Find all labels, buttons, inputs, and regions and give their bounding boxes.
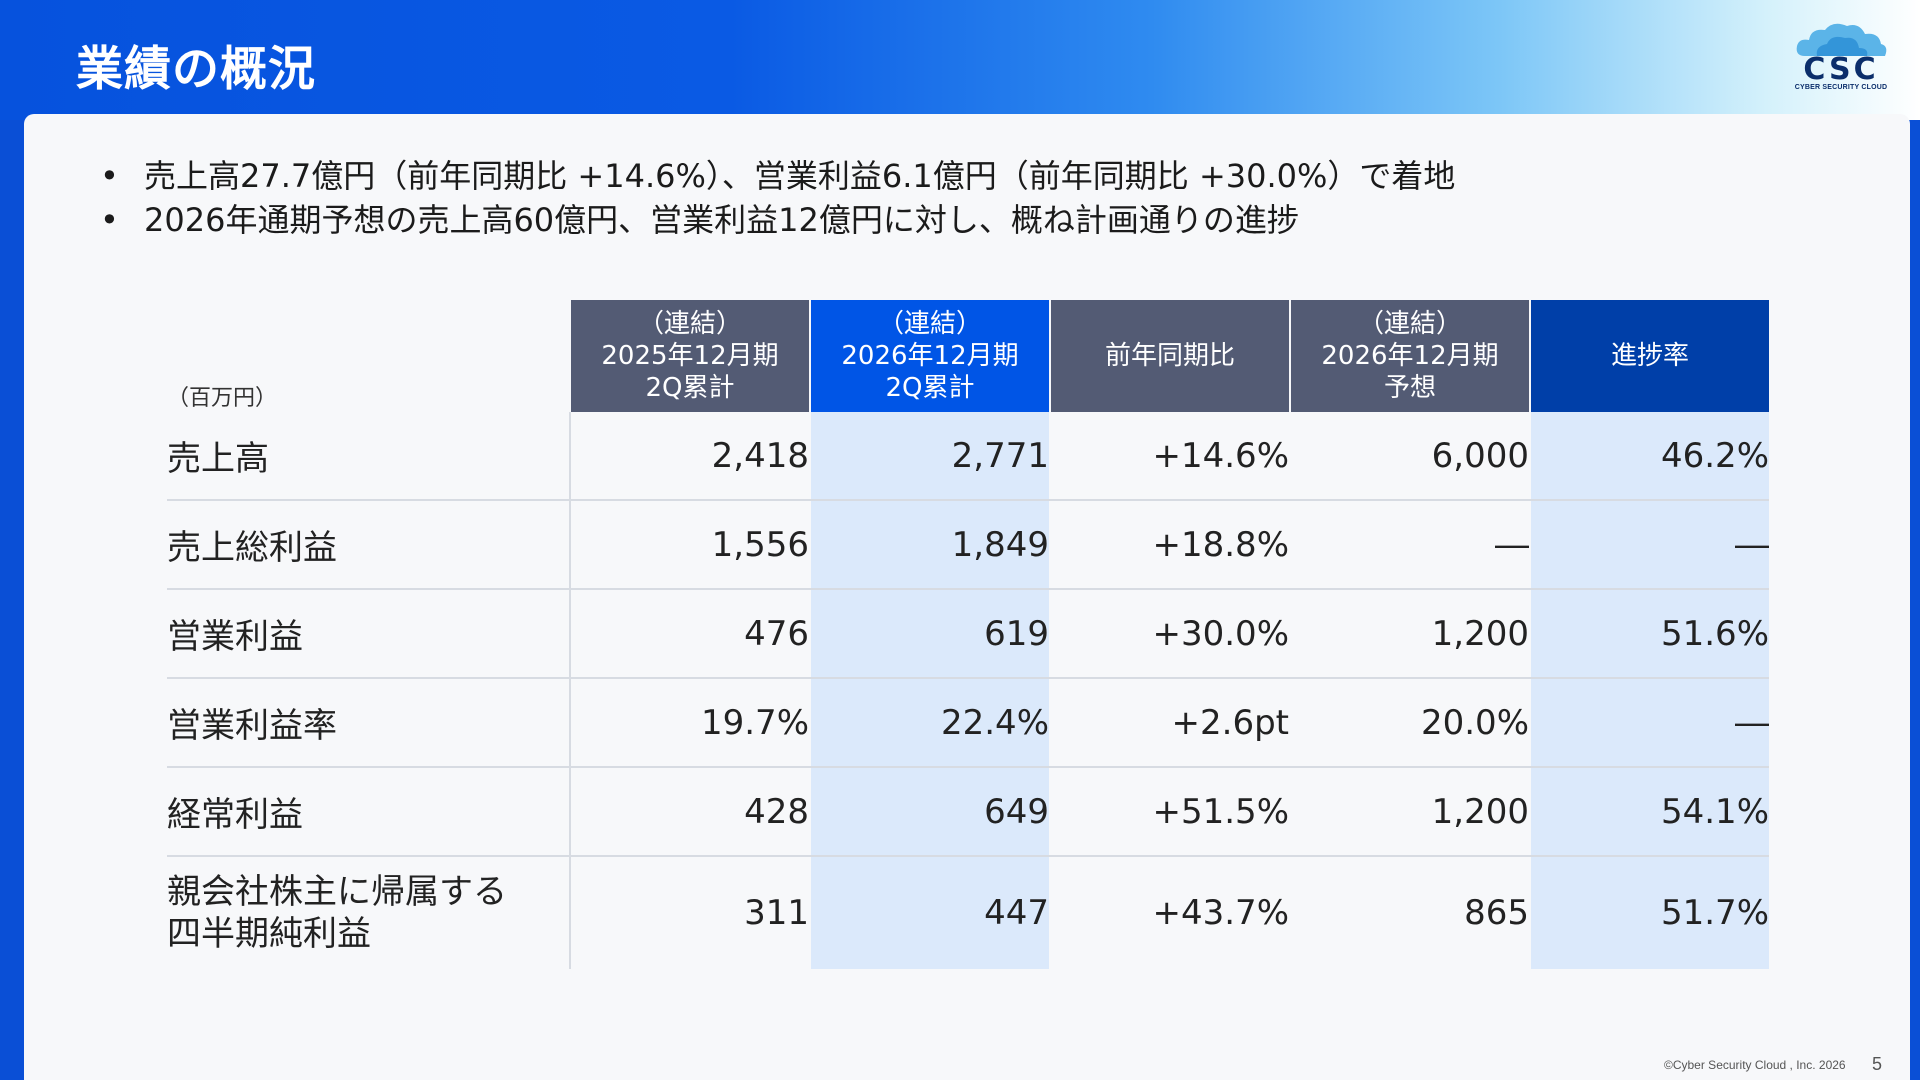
table-row: 営業利益率 19.7% 22.4% +2.6pt 20.0% ―: [167, 678, 1769, 768]
cell-curr: 649: [809, 767, 1050, 857]
cell-curr: 22.4%: [809, 678, 1050, 768]
cell-curr: 447: [809, 856, 1050, 969]
cloud-icon: [1796, 23, 1887, 56]
header-line: 進捗率: [1610, 341, 1689, 371]
bullet-marker: •: [100, 157, 119, 195]
cell-progress: ―: [1529, 678, 1769, 768]
header-line: （連結）: [877, 309, 982, 339]
logo-subtitle: CYBER SECURITY CLOUD: [1794, 84, 1888, 91]
cell-forecast: 1,200: [1289, 589, 1530, 679]
cell-yoy: +43.7%: [1049, 856, 1290, 969]
cell-yoy: +14.6%: [1049, 412, 1290, 501]
cell-prev: 476: [569, 589, 810, 679]
bullet-text: 売上高27.7億円（前年同期比 +14.6%）、営業利益6.1億円（前年同期比 …: [144, 157, 1456, 195]
cell-curr: 2,771: [809, 412, 1050, 501]
header-curr-2q: （連結） 2026年12月期 2Q累計: [809, 300, 1050, 412]
cell-curr: 1,849: [809, 500, 1050, 590]
logo-wordmark: CSC: [1803, 52, 1879, 87]
cell-yoy: +51.5%: [1049, 767, 1290, 857]
summary-bullets: • 売上高27.7億円（前年同期比 +14.6%）、営業利益6.1億円（前年同期比…: [96, 154, 1455, 242]
cell-forecast: ―: [1289, 500, 1530, 590]
header-forecast: （連結） 2026年12月期 予想: [1289, 300, 1530, 412]
bullet-marker: •: [100, 201, 119, 239]
header-line: 2Q累計: [645, 373, 735, 403]
table-row: 営業利益 476 619 +30.0% 1,200 51.6%: [167, 589, 1769, 679]
row-label: 売上高: [167, 412, 571, 501]
header-line: 前年同期比: [1104, 341, 1235, 371]
copyright-text: ©Cyber Security Cloud , Inc. 2026: [1664, 1058, 1846, 1072]
bullet-text: 2026年通期予想の売上高60億円、営業利益12億円に対し、概ね計画通りの進捗: [144, 201, 1299, 239]
table-header-row: （百万円） （連結） 2025年12月期 2Q累計 （連結） 2026年12月期…: [167, 300, 1769, 412]
row-label: 営業利益率: [167, 678, 571, 768]
cell-forecast: 20.0%: [1289, 678, 1530, 768]
cell-progress: 46.2%: [1529, 412, 1769, 501]
header-line: 2026年12月期: [841, 341, 1019, 371]
cell-prev: 1,556: [569, 500, 810, 590]
row-label: 売上総利益: [167, 500, 571, 590]
header-line: 2026年12月期: [1321, 341, 1499, 371]
page-number: 5: [1872, 1054, 1883, 1074]
header-prev-2q: （連結） 2025年12月期 2Q累計: [569, 300, 810, 412]
cell-curr: 619: [809, 589, 1050, 679]
bullet-item: • 売上高27.7億円（前年同期比 +14.6%）、営業利益6.1億円（前年同期比…: [96, 154, 1455, 198]
header-progress: 進捗率: [1529, 300, 1769, 412]
cell-prev: 2,418: [569, 412, 810, 501]
unit-label: （百万円）: [167, 386, 278, 411]
cell-forecast: 865: [1289, 856, 1530, 969]
table-row: 売上総利益 1,556 1,849 +18.8% ― ―: [167, 500, 1769, 590]
table-row: 親会社株主に帰属する 四半期純利益 311 447 +43.7% 865 51.…: [167, 856, 1769, 969]
cell-prev: 428: [569, 767, 810, 857]
cell-yoy: +18.8%: [1049, 500, 1290, 590]
page-title: 業績の概況: [76, 42, 316, 97]
cell-prev: 19.7%: [569, 678, 810, 768]
table-row: 売上高 2,418 2,771 +14.6% 6,000 46.2%: [167, 412, 1769, 501]
header-line: 2025年12月期: [601, 341, 779, 371]
header-line: 2Q累計: [885, 373, 975, 403]
table-row: 経常利益 428 649 +51.5% 1,200 54.1%: [167, 767, 1769, 857]
row-label-line: 四半期純利益: [167, 914, 371, 954]
row-label: 親会社株主に帰属する 四半期純利益: [167, 856, 571, 969]
cell-yoy: +2.6pt: [1049, 678, 1290, 768]
cell-forecast: 6,000: [1289, 412, 1530, 501]
header-yoy: 前年同期比: [1049, 300, 1290, 412]
cell-progress: ―: [1529, 500, 1769, 590]
title-bar: 業績の概況 CSC CYBER SECURITY CLOUD: [0, 0, 1920, 120]
cell-prev: 311: [569, 856, 810, 969]
row-label-line: 親会社株主に帰属する: [167, 872, 507, 912]
cell-progress: 54.1%: [1529, 767, 1769, 857]
header-line: 予想: [1383, 373, 1436, 403]
cell-progress: 51.6%: [1529, 589, 1769, 679]
cell-progress: 51.7%: [1529, 856, 1769, 969]
results-table: （百万円） （連結） 2025年12月期 2Q累計 （連結） 2026年12月期…: [167, 300, 1769, 969]
cell-forecast: 1,200: [1289, 767, 1530, 857]
bullet-item: • 2026年通期予想の売上高60億円、営業利益12億円に対し、概ね計画通りの進捗: [96, 198, 1455, 242]
row-label: 経常利益: [167, 767, 571, 857]
cell-yoy: +30.0%: [1049, 589, 1290, 679]
header-line: （連結）: [637, 309, 742, 339]
company-logo: CSC CYBER SECURITY CLOUD: [1785, 18, 1897, 94]
header-line: （連結）: [1357, 309, 1462, 339]
row-label: 営業利益: [167, 589, 571, 679]
content-panel: • 売上高27.7億円（前年同期比 +14.6%）、営業利益6.1億円（前年同期比…: [24, 114, 1910, 1080]
